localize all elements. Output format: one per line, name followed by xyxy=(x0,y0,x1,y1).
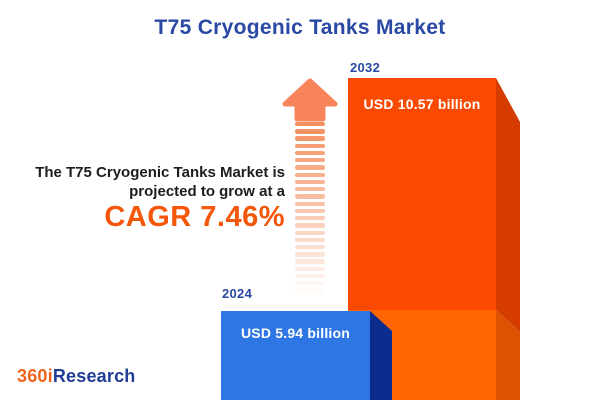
arrow-stripe xyxy=(295,281,325,286)
arrow-stripe xyxy=(295,252,325,257)
arrow-stripe xyxy=(295,208,325,214)
arrow-stripe xyxy=(295,136,325,141)
bar-2024-face xyxy=(221,311,370,400)
growth-arrow-stripes xyxy=(295,122,325,293)
cagr-value: CAGR 7.46% xyxy=(104,201,285,233)
arrow-stripe xyxy=(295,158,325,163)
bar-2032-side-bottom xyxy=(496,310,520,400)
description-block: The T75 Cryogenic Tanks Market is projec… xyxy=(35,163,285,233)
arrow-stripe xyxy=(295,230,325,235)
brand-logo: 360iResearch xyxy=(17,366,136,387)
arrow-stripe xyxy=(295,288,325,293)
arrow-stripe xyxy=(295,179,325,185)
description-line-1: The T75 Cryogenic Tanks Market is xyxy=(35,164,285,181)
category-label-2032: 2032 xyxy=(350,60,381,75)
description-line-2: projected to grow at a xyxy=(129,183,285,200)
arrow-stripe xyxy=(295,223,325,228)
brand-logo-part2: Research xyxy=(52,366,136,386)
arrow-stripe xyxy=(295,172,325,177)
brand-logo-part1: 360i xyxy=(17,366,53,386)
bar-2024-side xyxy=(370,311,392,400)
arrow-stripe xyxy=(295,266,325,271)
value-label-2024: USD 5.94 billion xyxy=(241,325,350,341)
page-title: T75 Cryogenic Tanks Market xyxy=(154,16,446,39)
arrow-stripe xyxy=(295,244,325,250)
arrow-stripe xyxy=(295,129,325,134)
arrow-stripe xyxy=(295,216,325,221)
arrow-stripe xyxy=(295,165,325,170)
value-label-2032: USD 10.57 billion xyxy=(363,96,481,112)
arrow-stripe xyxy=(295,122,325,127)
growth-arrow-head-icon xyxy=(282,78,338,122)
arrow-stripe xyxy=(295,150,325,156)
arrow-stripe xyxy=(295,237,325,243)
category-label-2024: 2024 xyxy=(222,286,253,301)
bar-2032-side-top xyxy=(496,78,520,332)
arrow-stripe xyxy=(295,187,325,192)
arrow-stripe xyxy=(295,259,325,264)
arrow-stripe xyxy=(295,143,325,148)
arrow-stripe xyxy=(295,201,325,206)
arrow-stripe xyxy=(295,194,325,199)
arrow-stripe xyxy=(295,273,325,279)
bar-2032-face-top xyxy=(348,78,496,310)
